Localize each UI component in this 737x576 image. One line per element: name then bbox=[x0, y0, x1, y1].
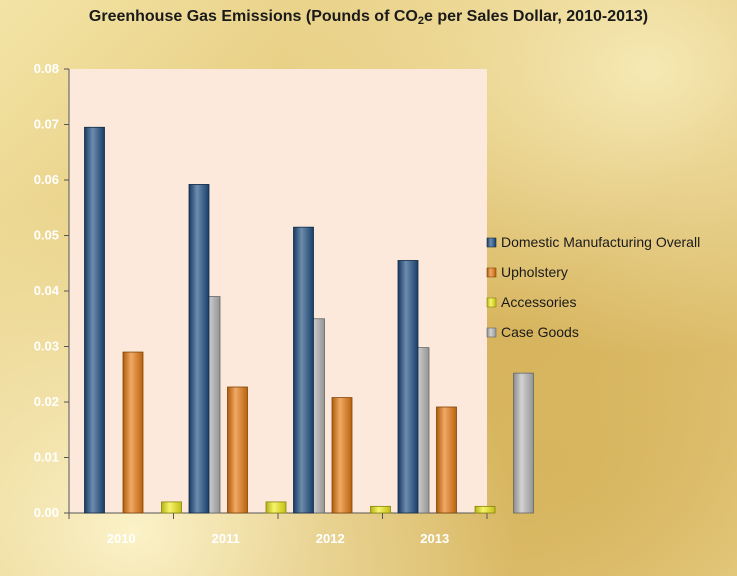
bars-group bbox=[84, 126, 534, 514]
bar-1-2013 bbox=[397, 260, 419, 514]
legend-swatch bbox=[486, 327, 497, 338]
bar-3-2013 bbox=[474, 505, 496, 514]
y-tick-label: 0.01 bbox=[34, 450, 59, 465]
legend-swatch bbox=[486, 237, 497, 248]
y-tick-label: 0.03 bbox=[34, 339, 59, 354]
bar-1-2011 bbox=[188, 184, 210, 514]
y-tick-label: 0.08 bbox=[34, 61, 59, 76]
x-tick-label: 2012 bbox=[316, 531, 345, 546]
y-tick-label: 0.00 bbox=[34, 505, 59, 520]
y-tick-label: 0.06 bbox=[34, 172, 59, 187]
bar-1-2010 bbox=[84, 126, 105, 514]
bar-2-2012 bbox=[331, 397, 353, 514]
legend-swatch bbox=[486, 297, 497, 308]
axes: 0.00 0.01 0.02 0.03 0.04 0.05 0.06 0.07 0.08 2010… bbox=[34, 61, 488, 546]
legend: Domestic Manufacturing Overall Upholstery… bbox=[486, 234, 700, 340]
bar-1-2012 bbox=[293, 226, 314, 514]
y-tick-label: 0.04 bbox=[34, 283, 60, 298]
bar-2-2013 bbox=[436, 406, 457, 514]
legend-label: Case Goods bbox=[501, 324, 579, 340]
legend-label: Upholstery bbox=[501, 264, 568, 280]
x-tick-label: 2010 bbox=[107, 531, 136, 546]
legend-label: Accessories bbox=[501, 294, 576, 310]
y-tick-label: 0.02 bbox=[34, 394, 59, 409]
legend-label: Domestic Manufacturing Overall bbox=[501, 234, 700, 250]
bar-3-2012 bbox=[370, 505, 391, 514]
bar-3-2010 bbox=[161, 501, 182, 514]
y-tick-label: 0.05 bbox=[34, 228, 59, 243]
bar-3-2011 bbox=[265, 501, 287, 514]
bar-4-2013 bbox=[513, 372, 534, 514]
bar-2-2011 bbox=[227, 386, 248, 514]
bar-2-2010 bbox=[122, 351, 144, 514]
x-tick-label: 2013 bbox=[420, 531, 449, 546]
y-tick-label: 0.07 bbox=[34, 117, 59, 132]
x-tick-label: 2011 bbox=[212, 531, 240, 546]
chart-title: Greenhouse Gas Emissions (Pounds of CO2e… bbox=[88, 8, 649, 27]
legend-swatch bbox=[486, 267, 497, 278]
